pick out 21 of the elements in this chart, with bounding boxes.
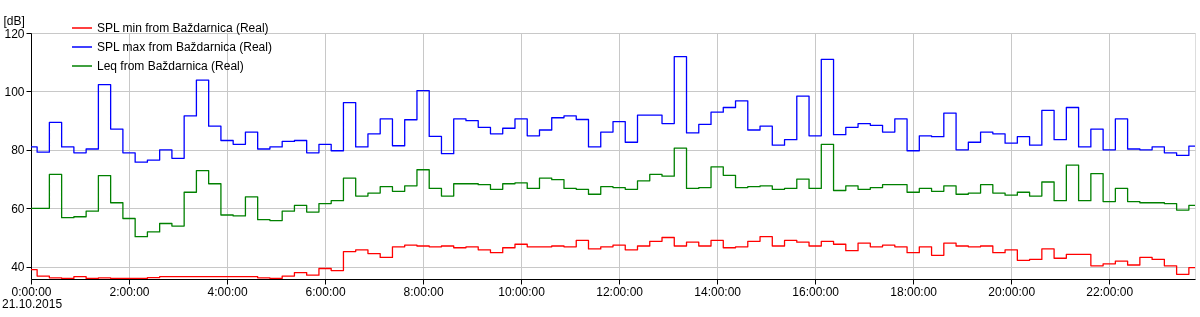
legend-label: SPL max from Baždarnica (Real): [97, 40, 272, 54]
x-tick-label: 6:00:00: [305, 284, 346, 299]
x-tick-label: 12:00:00: [596, 284, 644, 299]
x-tick-label: 2:00:00: [109, 284, 150, 299]
x-tick-label: 4:00:00: [207, 284, 248, 299]
x-tick-label: 16:00:00: [792, 284, 840, 299]
y-tick-label: 100: [4, 84, 25, 99]
y-tick-label: 40: [11, 260, 25, 275]
text: 21.10.2015: [2, 297, 63, 311]
x-tick-label: 0:00:00: [11, 284, 52, 299]
y-tick-label: 80: [11, 143, 25, 158]
legend-label: SPL min from Baždarnica (Real): [97, 21, 269, 35]
x-tick-label: 14:00:00: [694, 284, 742, 299]
y-tick-label: 60: [11, 201, 25, 216]
x-tick-label: 18:00:00: [890, 284, 938, 299]
legend-label: Leq from Baždarnica (Real): [97, 59, 244, 73]
x-tick-label: 8:00:00: [403, 284, 444, 299]
x-tick-label: 10:00:00: [498, 284, 546, 299]
y-axis-title: [dB]: [3, 13, 25, 28]
x-tick-label: 22:00:00: [1086, 284, 1134, 299]
x-tick-label: 20:00:00: [988, 284, 1036, 299]
